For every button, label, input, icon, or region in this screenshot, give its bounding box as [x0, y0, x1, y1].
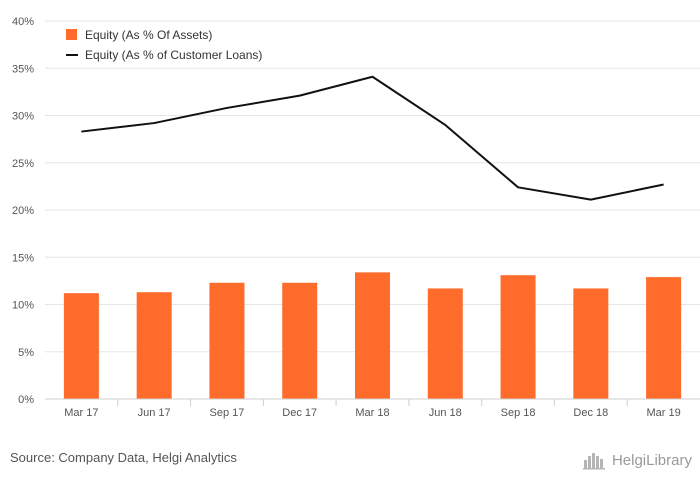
bar-mar-19 — [646, 277, 682, 399]
legend-label-assets: Equity (As % Of Assets) — [85, 28, 212, 42]
legend-label-loans: Equity (As % of Customer Loans) — [85, 48, 262, 62]
y-tick-label: 40% — [12, 16, 34, 28]
x-tick-label: Dec 17 — [282, 407, 317, 419]
x-axis: Mar 17 Jun 17 Sep 17 Dec 17 Mar 18 Jun 18 Sep … — [45, 398, 700, 419]
x-tick-label: Mar 17 — [64, 407, 98, 419]
x-tick-label: Mar 18 — [355, 407, 389, 419]
y-tick-label: 20% — [12, 205, 34, 217]
brand-text: HelgiLibrary — [611, 451, 692, 469]
chart: 0% 5% 10% 15% 20% 25% 30% 35% 40% Mar 17 Jun 17 Se… — [12, 16, 700, 419]
legend-swatch-assets — [66, 29, 77, 40]
legend: Equity (As % Of Assets) Equity (As % of … — [66, 28, 262, 62]
bar-dec-18 — [573, 288, 609, 399]
bar-sep-17 — [209, 282, 245, 399]
y-axis: 0% 5% 10% 15% 20% 25% 30% 35% 40% — [12, 16, 34, 406]
line-equity-loans — [81, 75, 664, 201]
x-tick-label: Jun 18 — [429, 407, 462, 419]
brand-logo: HelgiLibrary — [582, 448, 692, 472]
x-tick-label: Jun 17 — [138, 407, 171, 419]
bar-jun-18 — [427, 288, 463, 399]
y-tick-label: 35% — [12, 63, 34, 75]
footer: Source: Company Data, Helgi Analytics He… — [0, 448, 700, 483]
y-tick-label: 10% — [12, 300, 34, 312]
x-tick-label: Mar 19 — [646, 407, 680, 419]
bar-dec-17 — [282, 282, 318, 399]
y-tick-label: 30% — [12, 111, 34, 123]
source-note: Source: Company Data, Helgi Analytics — [10, 450, 237, 465]
bar-jun-17 — [136, 292, 172, 399]
line-series — [81, 75, 664, 201]
y-tick-label: 5% — [18, 347, 34, 359]
y-tick-label: 25% — [12, 158, 34, 170]
bar-series — [63, 272, 682, 399]
x-tick-label: Sep 17 — [210, 407, 245, 419]
y-tick-label: 0% — [18, 394, 34, 406]
bar-mar-18 — [355, 272, 390, 399]
helgi-logo-icon — [582, 453, 605, 470]
bar-mar-17 — [63, 293, 99, 399]
x-tick-label: Sep 18 — [501, 407, 536, 419]
bar-sep-18 — [500, 275, 536, 399]
y-tick-label: 15% — [12, 252, 34, 264]
x-tick-label: Dec 18 — [573, 407, 608, 419]
